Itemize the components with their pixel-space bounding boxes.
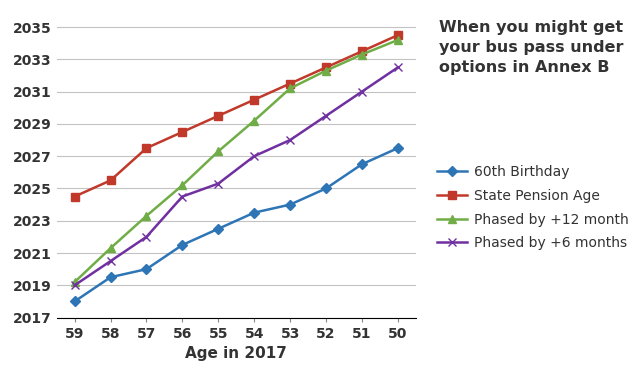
Legend: 60th Birthday, State Pension Age, Phased by +12 month, Phased by +6 months: 60th Birthday, State Pension Age, Phased… xyxy=(437,165,629,250)
60th Birthday xyxy=(250,211,258,215)
Line: 60th Birthday: 60th Birthday xyxy=(71,145,401,305)
Phased by +6 months xyxy=(394,65,401,70)
State Pension Age xyxy=(142,146,150,150)
State Pension Age xyxy=(394,33,401,37)
Phased by +6 months xyxy=(106,259,114,263)
State Pension Age xyxy=(214,114,222,118)
Phased by +12 month xyxy=(358,52,365,57)
60th Birthday xyxy=(178,243,186,247)
Phased by +12 month xyxy=(178,183,186,187)
Phased by +12 month xyxy=(142,214,150,218)
Phased by +6 months xyxy=(178,194,186,199)
Line: Phased by +6 months: Phased by +6 months xyxy=(71,63,402,289)
Phased by +12 month xyxy=(214,149,222,154)
Phased by +12 month xyxy=(286,86,294,91)
X-axis label: Age in 2017: Age in 2017 xyxy=(185,346,287,361)
60th Birthday xyxy=(106,275,114,279)
60th Birthday xyxy=(358,162,365,166)
Phased by +12 month xyxy=(394,38,401,42)
Phased by +6 months xyxy=(71,283,78,288)
Phased by +6 months xyxy=(142,235,150,239)
Phased by +6 months xyxy=(358,89,365,94)
60th Birthday xyxy=(286,203,294,207)
State Pension Age xyxy=(178,130,186,134)
60th Birthday xyxy=(214,227,222,231)
State Pension Age xyxy=(286,81,294,86)
Phased by +12 month xyxy=(322,69,329,73)
Line: State Pension Age: State Pension Age xyxy=(71,31,402,201)
Phased by +6 months xyxy=(286,138,294,142)
Text: When you might get
your bus pass under
options in Annex B: When you might get your bus pass under o… xyxy=(439,20,624,75)
Phased by +6 months xyxy=(250,154,258,158)
State Pension Age xyxy=(71,194,78,199)
Phased by +12 month xyxy=(71,280,78,284)
Phased by +12 month xyxy=(106,246,114,250)
State Pension Age xyxy=(250,97,258,102)
State Pension Age xyxy=(358,49,365,54)
60th Birthday xyxy=(322,186,329,191)
60th Birthday xyxy=(394,146,401,150)
State Pension Age xyxy=(322,65,329,70)
Line: Phased by +12 month: Phased by +12 month xyxy=(71,36,402,286)
60th Birthday xyxy=(71,299,78,304)
State Pension Age xyxy=(106,178,114,182)
Phased by +6 months xyxy=(322,114,329,118)
Phased by +12 month xyxy=(250,119,258,123)
60th Birthday xyxy=(142,267,150,271)
Phased by +6 months xyxy=(214,181,222,186)
